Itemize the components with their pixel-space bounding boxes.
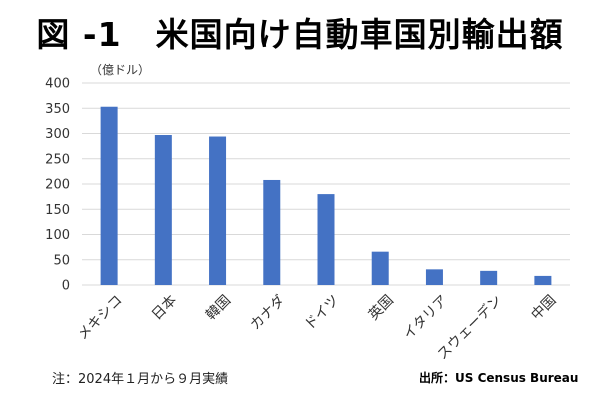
- x-tick-label: 日本: [149, 292, 180, 323]
- bars-layer: [100, 106, 552, 285]
- bar-4: [263, 179, 281, 285]
- y-tick-label: 250: [45, 152, 70, 167]
- bar-7: [425, 269, 443, 285]
- bar-8: [480, 270, 498, 285]
- bar-6: [371, 251, 389, 285]
- x-tick-label: 英国: [365, 292, 397, 324]
- y-tick-label: 400: [45, 77, 70, 92]
- y-tick-label: 150: [45, 203, 70, 218]
- bar-3: [209, 136, 227, 285]
- x-tick-label: メキシコ: [75, 292, 126, 343]
- y-unit-label: （億ドル）: [90, 63, 150, 77]
- x-tick-label: 中国: [528, 292, 559, 323]
- y-axis-ticks: 0 50 100 150 200 250 300 350 400: [45, 77, 70, 294]
- bar-2: [154, 135, 172, 285]
- x-tick-label: カナダ: [247, 292, 288, 333]
- y-tick-label: 100: [45, 228, 70, 243]
- bar-1: [100, 106, 118, 285]
- footnote: 注：2024年１月から９月実績: [52, 372, 229, 387]
- y-tick-label: 200: [45, 178, 70, 193]
- x-tick-label: イタリア: [401, 292, 452, 343]
- chart-title: 図 -1 米国向け自動車国別輸出額: [36, 15, 564, 54]
- source-note: 出所：US Census Bureau: [419, 371, 579, 385]
- y-tick-label: 300: [45, 127, 70, 142]
- y-tick-label: 0: [62, 279, 70, 294]
- bar-5: [317, 194, 335, 285]
- y-tick-label: 350: [45, 102, 70, 117]
- x-tick-label: ドイツ: [302, 292, 343, 333]
- bar-9: [534, 275, 552, 285]
- y-tick-label: 50: [53, 253, 70, 268]
- x-tick-label: 韓国: [203, 292, 234, 323]
